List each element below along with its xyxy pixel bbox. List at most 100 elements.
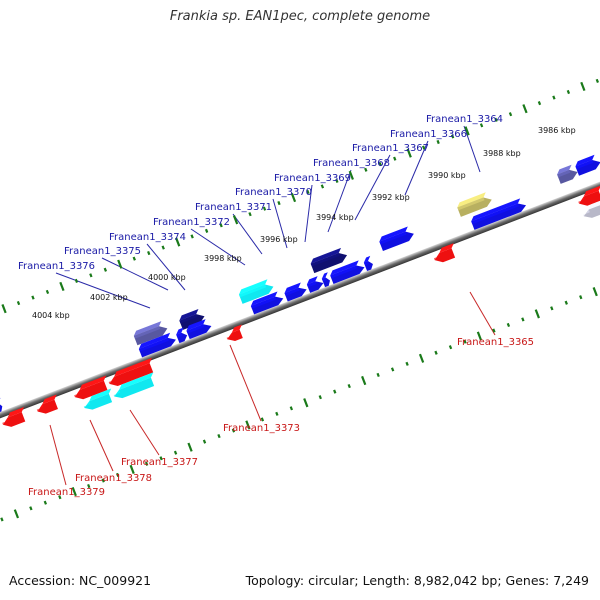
ruler-tick: [217, 433, 221, 439]
ruler-label: 4002 kbp: [90, 293, 128, 302]
ruler-label: 3992 kbp: [372, 193, 410, 202]
gene-label: Franean1_3376: [18, 261, 95, 272]
ruler-tick: [117, 259, 123, 269]
ruler-tick: [422, 145, 426, 150]
ruler-tick: [190, 234, 194, 239]
gene-feature: [379, 226, 414, 252]
ruler-tick: [43, 500, 48, 505]
ruler-tick: [219, 223, 223, 228]
label-leader-lines: [49, 125, 496, 486]
accession-text: Accession: NC_009921: [9, 573, 152, 588]
ruler-tick: [103, 267, 108, 272]
ruler-tick: [187, 442, 193, 452]
ruler-tick: [434, 350, 438, 355]
gene-label: Franean1_3372: [153, 217, 230, 228]
gene-feature: [238, 279, 274, 304]
gene-label: Franean1_3373: [223, 423, 300, 434]
gene-label: Franean1_3374: [109, 232, 186, 243]
ruler-label: 4004 kbp: [32, 311, 70, 320]
leader-line: [463, 125, 481, 173]
ruler-tick: [58, 495, 62, 500]
ruler-tick: [378, 162, 382, 167]
gene-label: Franean1_3369: [274, 173, 351, 184]
ruler-tick: [566, 89, 571, 95]
ruler-tick: [175, 237, 181, 247]
ruler-tick: [277, 201, 281, 206]
leader-line: [354, 154, 391, 221]
gene-label: Franean1_3366: [390, 129, 467, 140]
gene-features: [0, 154, 600, 427]
gene-feature: [433, 243, 456, 263]
leader-line: [190, 228, 246, 266]
gene-feature: [575, 154, 600, 176]
ruler-label: 3988 kbp: [483, 149, 521, 158]
ruler-tick: [161, 245, 165, 250]
ruler-tick: [464, 126, 470, 136]
gene-feature: [557, 164, 578, 184]
ruler-tick: [393, 156, 397, 161]
ruler-tick: [144, 461, 149, 466]
gene-feature: [138, 332, 176, 358]
gene-label: Franean1_3379: [28, 487, 105, 498]
gene-feature: [457, 192, 492, 217]
leader-line: [232, 213, 263, 255]
gene-feature: [250, 291, 284, 315]
ruler-tick: [390, 367, 395, 372]
ruler-tick: [132, 256, 136, 261]
ruler-tick: [348, 170, 354, 180]
gene-feature: [186, 319, 212, 340]
ruler-tick: [248, 212, 252, 217]
ruler-tick: [147, 251, 151, 256]
ruler-tick: [506, 322, 511, 328]
ruler-tick: [16, 301, 21, 306]
gene-feature: [226, 324, 243, 341]
leader-line: [304, 184, 313, 243]
gene-label: Franean1_3370: [235, 187, 312, 198]
gene-label: Franean1_3365: [457, 337, 534, 348]
gene-label: Franean1_3377: [121, 457, 198, 468]
gene-label: Franean1_3378: [75, 473, 152, 484]
ruler-tick: [436, 139, 440, 145]
ruler-tick: [262, 206, 267, 211]
ruler-tick: [1, 304, 7, 314]
ruler-tick: [463, 339, 467, 344]
gene-labels: Franean1_3364 Franean1_3366 Franean1_3367 F…: [18, 114, 534, 498]
ruler-tick: [87, 483, 91, 489]
gene-feature: [330, 260, 365, 284]
ruler-tick: [45, 289, 50, 295]
leader-line: [101, 257, 169, 291]
ruler-tick: [534, 309, 540, 319]
gene-feature: [284, 282, 307, 302]
ruler-tick: [479, 123, 484, 128]
ruler-tick: [448, 345, 453, 350]
ruler-tick: [537, 101, 542, 106]
ruler-tick: [580, 81, 586, 92]
ruler-tick: [361, 375, 367, 386]
ruler-label: 3990 kbp: [428, 171, 466, 180]
ruler-tick: [318, 395, 322, 400]
ruler-label: 4000 kbp: [148, 273, 186, 282]
leader-line: [55, 272, 151, 309]
ruler-tick: [71, 487, 77, 497]
gene-feature: [36, 394, 58, 414]
ruler-tick: [245, 420, 251, 430]
ruler-tick: [564, 300, 568, 305]
ruler-tick: [335, 178, 339, 183]
ruler-tick: [521, 317, 525, 322]
ruler-tick: [347, 384, 351, 389]
gene-feature: [583, 198, 600, 218]
ruler-tick: [129, 464, 135, 474]
ruler-tick: [364, 167, 368, 172]
gene-feature: [578, 185, 600, 206]
ruler-label: 3996 kbp: [260, 235, 298, 244]
gene-feature: [83, 388, 113, 410]
gene-feature: [321, 272, 330, 288]
ruler-labels: 4004 kbp 4002 kbp 4000 kbp 3998 kbp 3996 kbp…: [32, 126, 576, 320]
gene-feature: [113, 372, 155, 399]
ruler-label: 3998 kbp: [204, 254, 242, 263]
gene-feature: [176, 327, 188, 344]
leader-line: [146, 243, 186, 291]
ruler-tick: [406, 148, 412, 158]
gene-label: Franean1_3375: [64, 246, 141, 257]
ruler-tick: [592, 287, 598, 297]
